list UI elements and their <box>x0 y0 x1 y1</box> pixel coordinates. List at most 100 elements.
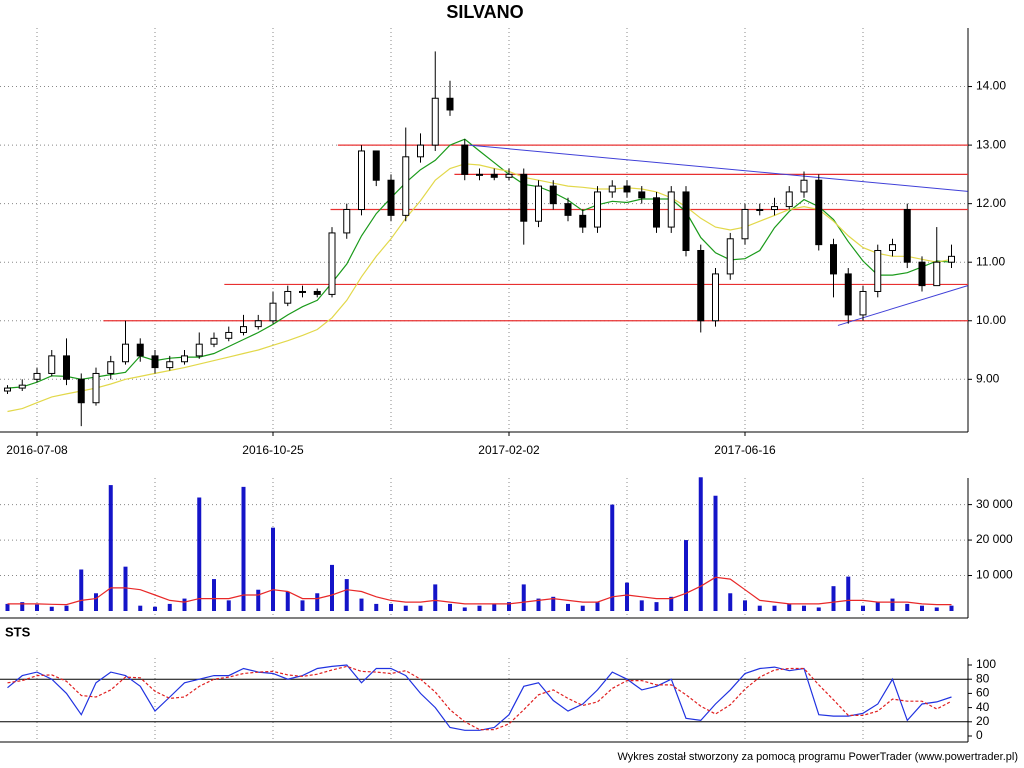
candle-body <box>800 179 808 193</box>
candle-body <box>653 197 660 228</box>
candle-body <box>476 173 483 176</box>
y-tick-label: 9.00 <box>976 371 1000 385</box>
volume-bar <box>477 605 482 611</box>
volume-bar <box>625 582 629 611</box>
candle-body <box>33 372 41 380</box>
volume-bar <box>934 607 939 611</box>
candle-body <box>461 144 469 175</box>
volume-bar <box>462 607 467 611</box>
volume-bar <box>507 602 511 611</box>
candle-body <box>830 244 837 275</box>
volume-bar <box>212 579 216 611</box>
candle-body <box>490 173 498 178</box>
y-tick-label: 20 <box>976 714 990 728</box>
volume-bar <box>654 602 659 611</box>
volume-bar <box>875 602 880 611</box>
candle-body <box>107 361 115 374</box>
candle-body <box>623 185 631 193</box>
candle-body <box>343 209 351 234</box>
volume-bar <box>300 600 305 611</box>
candle-body <box>756 209 764 212</box>
candle-body <box>594 191 601 228</box>
volume-bar <box>153 606 157 611</box>
volume-bar <box>94 593 98 611</box>
candle-body <box>785 191 793 208</box>
y-tick-label: 12.00 <box>976 196 1006 210</box>
volume-bar <box>831 586 836 611</box>
y-tick-label: 14.00 <box>976 79 1006 93</box>
candle-body <box>771 206 778 211</box>
candle-body <box>166 361 174 369</box>
volume-bar <box>344 579 349 611</box>
panel-title: STS <box>5 624 31 639</box>
candle-body <box>815 179 823 246</box>
footer: Wykres został stworzony za pomocą progra… <box>617 751 1018 763</box>
volume-bar <box>315 593 320 611</box>
y-tick-label: 80 <box>976 671 990 685</box>
volume-bar <box>743 600 747 611</box>
volume-bar <box>330 564 334 611</box>
volume-bar <box>108 485 113 611</box>
candle-body <box>210 337 218 345</box>
candle-body <box>328 232 336 295</box>
candle-body <box>299 290 306 293</box>
y-tick-label: 11.00 <box>976 254 1005 268</box>
trend-line <box>469 144 968 192</box>
candle-body <box>136 343 144 357</box>
volume-bar <box>5 603 10 611</box>
candle-body <box>741 209 749 240</box>
candle-body <box>4 387 11 392</box>
volume-bar <box>669 596 674 611</box>
volume-bar <box>684 540 688 611</box>
candle-body <box>505 173 513 178</box>
volume-bar <box>551 596 556 611</box>
volume-bar <box>772 605 777 611</box>
candle-body <box>63 355 70 380</box>
candle-body <box>638 191 646 199</box>
volume-bar <box>433 584 438 611</box>
candle-body <box>608 185 616 193</box>
volume-bar <box>123 566 128 611</box>
candle-body <box>918 261 926 287</box>
volume-bar <box>138 605 143 611</box>
volume-bar <box>167 603 172 611</box>
volume-bar <box>536 598 541 611</box>
volume-bar <box>728 593 733 611</box>
candle-body <box>181 355 188 363</box>
volume-bar <box>949 605 954 611</box>
candle-body <box>535 185 542 222</box>
oscillator-line <box>7 665 952 731</box>
volume-bar <box>403 605 408 611</box>
oscillator-line <box>7 664 952 731</box>
candle-body <box>225 331 233 339</box>
candle-body <box>18 384 26 389</box>
volume-bar <box>920 605 924 611</box>
candle-body <box>844 273 852 316</box>
moving-average <box>7 163 952 413</box>
candle-body <box>284 290 292 304</box>
volume-bar <box>256 589 261 611</box>
chart-title: SILVANO <box>446 2 523 22</box>
volume-bar <box>816 607 821 611</box>
candle-body <box>903 209 911 263</box>
x-tick-label: 2017-02-02 <box>478 443 540 457</box>
candle-body <box>92 372 100 404</box>
volume-bar <box>79 569 84 611</box>
candle-body <box>417 144 424 158</box>
y-tick-label: 60 <box>976 686 990 700</box>
candle-body <box>372 150 380 181</box>
candle-body <box>254 320 262 328</box>
volume-bar <box>713 495 718 611</box>
volume-average <box>7 576 952 606</box>
volume-bar <box>757 605 762 611</box>
candle-body <box>77 378 85 404</box>
candle-body <box>667 191 675 228</box>
volume-bar <box>197 497 202 611</box>
candle-body <box>195 343 203 357</box>
candle-body <box>948 255 955 263</box>
volume-bar <box>580 605 585 611</box>
volume-bar <box>905 603 910 611</box>
volume-bar <box>521 584 526 611</box>
volume-bar <box>492 603 497 611</box>
